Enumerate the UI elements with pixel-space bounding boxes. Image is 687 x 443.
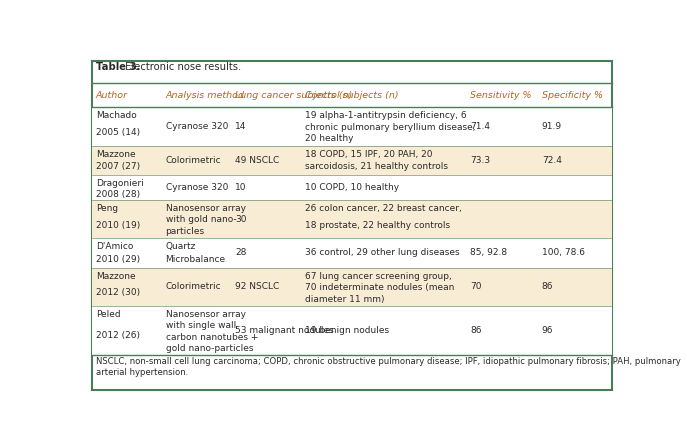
Text: 72.4: 72.4	[542, 156, 562, 165]
Bar	[92, 175, 612, 200]
Text: 20 healthy: 20 healthy	[305, 135, 353, 144]
Text: 2012 (30): 2012 (30)	[96, 288, 140, 297]
Text: Author: Author	[96, 91, 128, 100]
Text: Mazzone: Mazzone	[96, 150, 135, 159]
Text: 18 prostate, 22 healthy controls: 18 prostate, 22 healthy controls	[305, 221, 450, 229]
Text: 92 NSCLC: 92 NSCLC	[235, 282, 280, 291]
Text: Peled: Peled	[96, 310, 121, 319]
Text: Lung cancer subjects (n): Lung cancer subjects (n)	[235, 91, 352, 100]
Text: Machado: Machado	[96, 111, 137, 120]
Text: Mazzone: Mazzone	[96, 272, 135, 280]
Bar	[92, 107, 612, 146]
Text: Nanosensor array: Nanosensor array	[166, 310, 246, 319]
Text: NSCLC, non-small cell lung carcinoma; COPD, chronic obstructive pulmonary diseas: NSCLC, non-small cell lung carcinoma; CO…	[96, 357, 681, 377]
Text: Control subjects (n): Control subjects (n)	[305, 91, 398, 100]
Text: sarcoidosis, 21 healthy controls: sarcoidosis, 21 healthy controls	[305, 162, 448, 171]
Text: Specificity %: Specificity %	[542, 91, 603, 100]
Text: Colorimetric: Colorimetric	[166, 156, 221, 165]
Text: 85, 92.8: 85, 92.8	[470, 249, 507, 257]
Text: 96: 96	[542, 326, 553, 335]
Text: 26 colon cancer, 22 breast cancer,: 26 colon cancer, 22 breast cancer,	[305, 204, 462, 213]
Text: 2010 (29): 2010 (29)	[96, 255, 140, 264]
Text: 86: 86	[542, 282, 553, 291]
Text: 2005 (14): 2005 (14)	[96, 128, 140, 137]
Text: 36 control, 29 other lung diseases: 36 control, 29 other lung diseases	[305, 249, 460, 257]
Text: 2012 (26): 2012 (26)	[96, 331, 140, 340]
Text: carbon nanotubes +: carbon nanotubes +	[166, 333, 258, 342]
Text: with gold nano-: with gold nano-	[166, 215, 236, 225]
Text: 19 benign nodules: 19 benign nodules	[305, 326, 389, 335]
Text: Cyranose 320: Cyranose 320	[166, 122, 228, 131]
Text: Dragonieri: Dragonieri	[96, 179, 144, 188]
Text: 2008 (28): 2008 (28)	[96, 190, 140, 199]
Text: chronic pulmonary beryllium disease,: chronic pulmonary beryllium disease,	[305, 123, 475, 132]
Text: Analysis method: Analysis method	[166, 91, 245, 100]
Text: 49 NSCLC: 49 NSCLC	[235, 156, 280, 165]
Text: 53 malignant nodules: 53 malignant nodules	[235, 326, 334, 335]
Text: 67 lung cancer screening group,: 67 lung cancer screening group,	[305, 272, 451, 280]
Text: 91.9: 91.9	[542, 122, 562, 131]
Text: Microbalance: Microbalance	[166, 255, 226, 264]
Text: 100, 78.6: 100, 78.6	[542, 249, 585, 257]
Bar	[92, 268, 612, 306]
Bar	[92, 146, 612, 175]
Text: 10 COPD, 10 healthy: 10 COPD, 10 healthy	[305, 183, 399, 192]
Text: particles: particles	[166, 227, 205, 236]
Text: Nanosensor array: Nanosensor array	[166, 204, 246, 213]
Text: 2007 (27): 2007 (27)	[96, 162, 140, 171]
Text: Table 3.: Table 3.	[96, 62, 140, 72]
Bar	[92, 200, 612, 238]
Text: Electronic nose results.: Electronic nose results.	[122, 62, 241, 72]
Text: 2010 (19): 2010 (19)	[96, 221, 140, 229]
Text: diameter 11 mm): diameter 11 mm)	[305, 295, 385, 304]
Text: Cyranose 320: Cyranose 320	[166, 183, 228, 192]
Text: D'Amico: D'Amico	[96, 242, 133, 251]
Bar	[92, 306, 612, 355]
Text: 19 alpha-1-antitrypsin deficiency, 6: 19 alpha-1-antitrypsin deficiency, 6	[305, 111, 466, 120]
Text: 10: 10	[235, 183, 247, 192]
Text: 70 indeterminate nodules (mean: 70 indeterminate nodules (mean	[305, 283, 454, 292]
Text: 73.3: 73.3	[470, 156, 491, 165]
Bar	[92, 238, 612, 268]
Text: 30: 30	[235, 214, 247, 224]
Text: Sensitivity %: Sensitivity %	[470, 91, 532, 100]
Text: Peng: Peng	[96, 204, 118, 213]
Text: 86: 86	[470, 326, 482, 335]
Text: Colorimetric: Colorimetric	[166, 282, 221, 291]
Text: 70: 70	[470, 282, 482, 291]
Text: 28: 28	[235, 249, 247, 257]
Text: 71.4: 71.4	[470, 122, 490, 131]
Text: 14: 14	[235, 122, 247, 131]
Text: 18 COPD, 15 IPF, 20 PAH, 20: 18 COPD, 15 IPF, 20 PAH, 20	[305, 150, 432, 159]
Text: gold nano-particles: gold nano-particles	[166, 344, 253, 353]
Text: Quartz: Quartz	[166, 242, 196, 251]
Text: with single wall: with single wall	[166, 321, 236, 330]
